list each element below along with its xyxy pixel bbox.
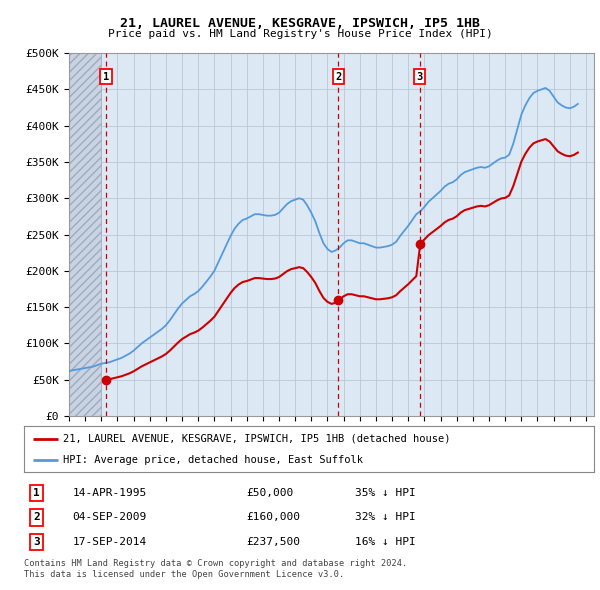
Text: 16% ↓ HPI: 16% ↓ HPI (355, 537, 415, 547)
Text: £160,000: £160,000 (247, 513, 301, 522)
Text: £237,500: £237,500 (247, 537, 301, 547)
Bar (69, 53, 101, 416)
Text: 14-APR-1995: 14-APR-1995 (73, 488, 146, 498)
Text: Contains HM Land Registry data © Crown copyright and database right 2024.: Contains HM Land Registry data © Crown c… (24, 559, 407, 568)
Text: 04-SEP-2009: 04-SEP-2009 (73, 513, 146, 522)
Text: 3: 3 (416, 72, 423, 81)
Text: 21, LAUREL AVENUE, KESGRAVE, IPSWICH, IP5 1HB (detached house): 21, LAUREL AVENUE, KESGRAVE, IPSWICH, IP… (63, 434, 450, 444)
Text: 3: 3 (33, 537, 40, 547)
Text: HPI: Average price, detached house, East Suffolk: HPI: Average price, detached house, East… (63, 455, 363, 466)
Text: 2: 2 (335, 72, 341, 81)
Text: Price paid vs. HM Land Registry's House Price Index (HPI): Price paid vs. HM Land Registry's House … (107, 30, 493, 39)
Text: 17-SEP-2014: 17-SEP-2014 (73, 537, 146, 547)
Text: 2: 2 (33, 513, 40, 522)
Text: 1: 1 (103, 72, 109, 81)
Text: This data is licensed under the Open Government Licence v3.0.: This data is licensed under the Open Gov… (24, 570, 344, 579)
Text: 32% ↓ HPI: 32% ↓ HPI (355, 513, 415, 522)
Text: £50,000: £50,000 (247, 488, 293, 498)
Text: 1: 1 (33, 488, 40, 498)
Text: 35% ↓ HPI: 35% ↓ HPI (355, 488, 415, 498)
Text: 21, LAUREL AVENUE, KESGRAVE, IPSWICH, IP5 1HB: 21, LAUREL AVENUE, KESGRAVE, IPSWICH, IP… (120, 17, 480, 30)
